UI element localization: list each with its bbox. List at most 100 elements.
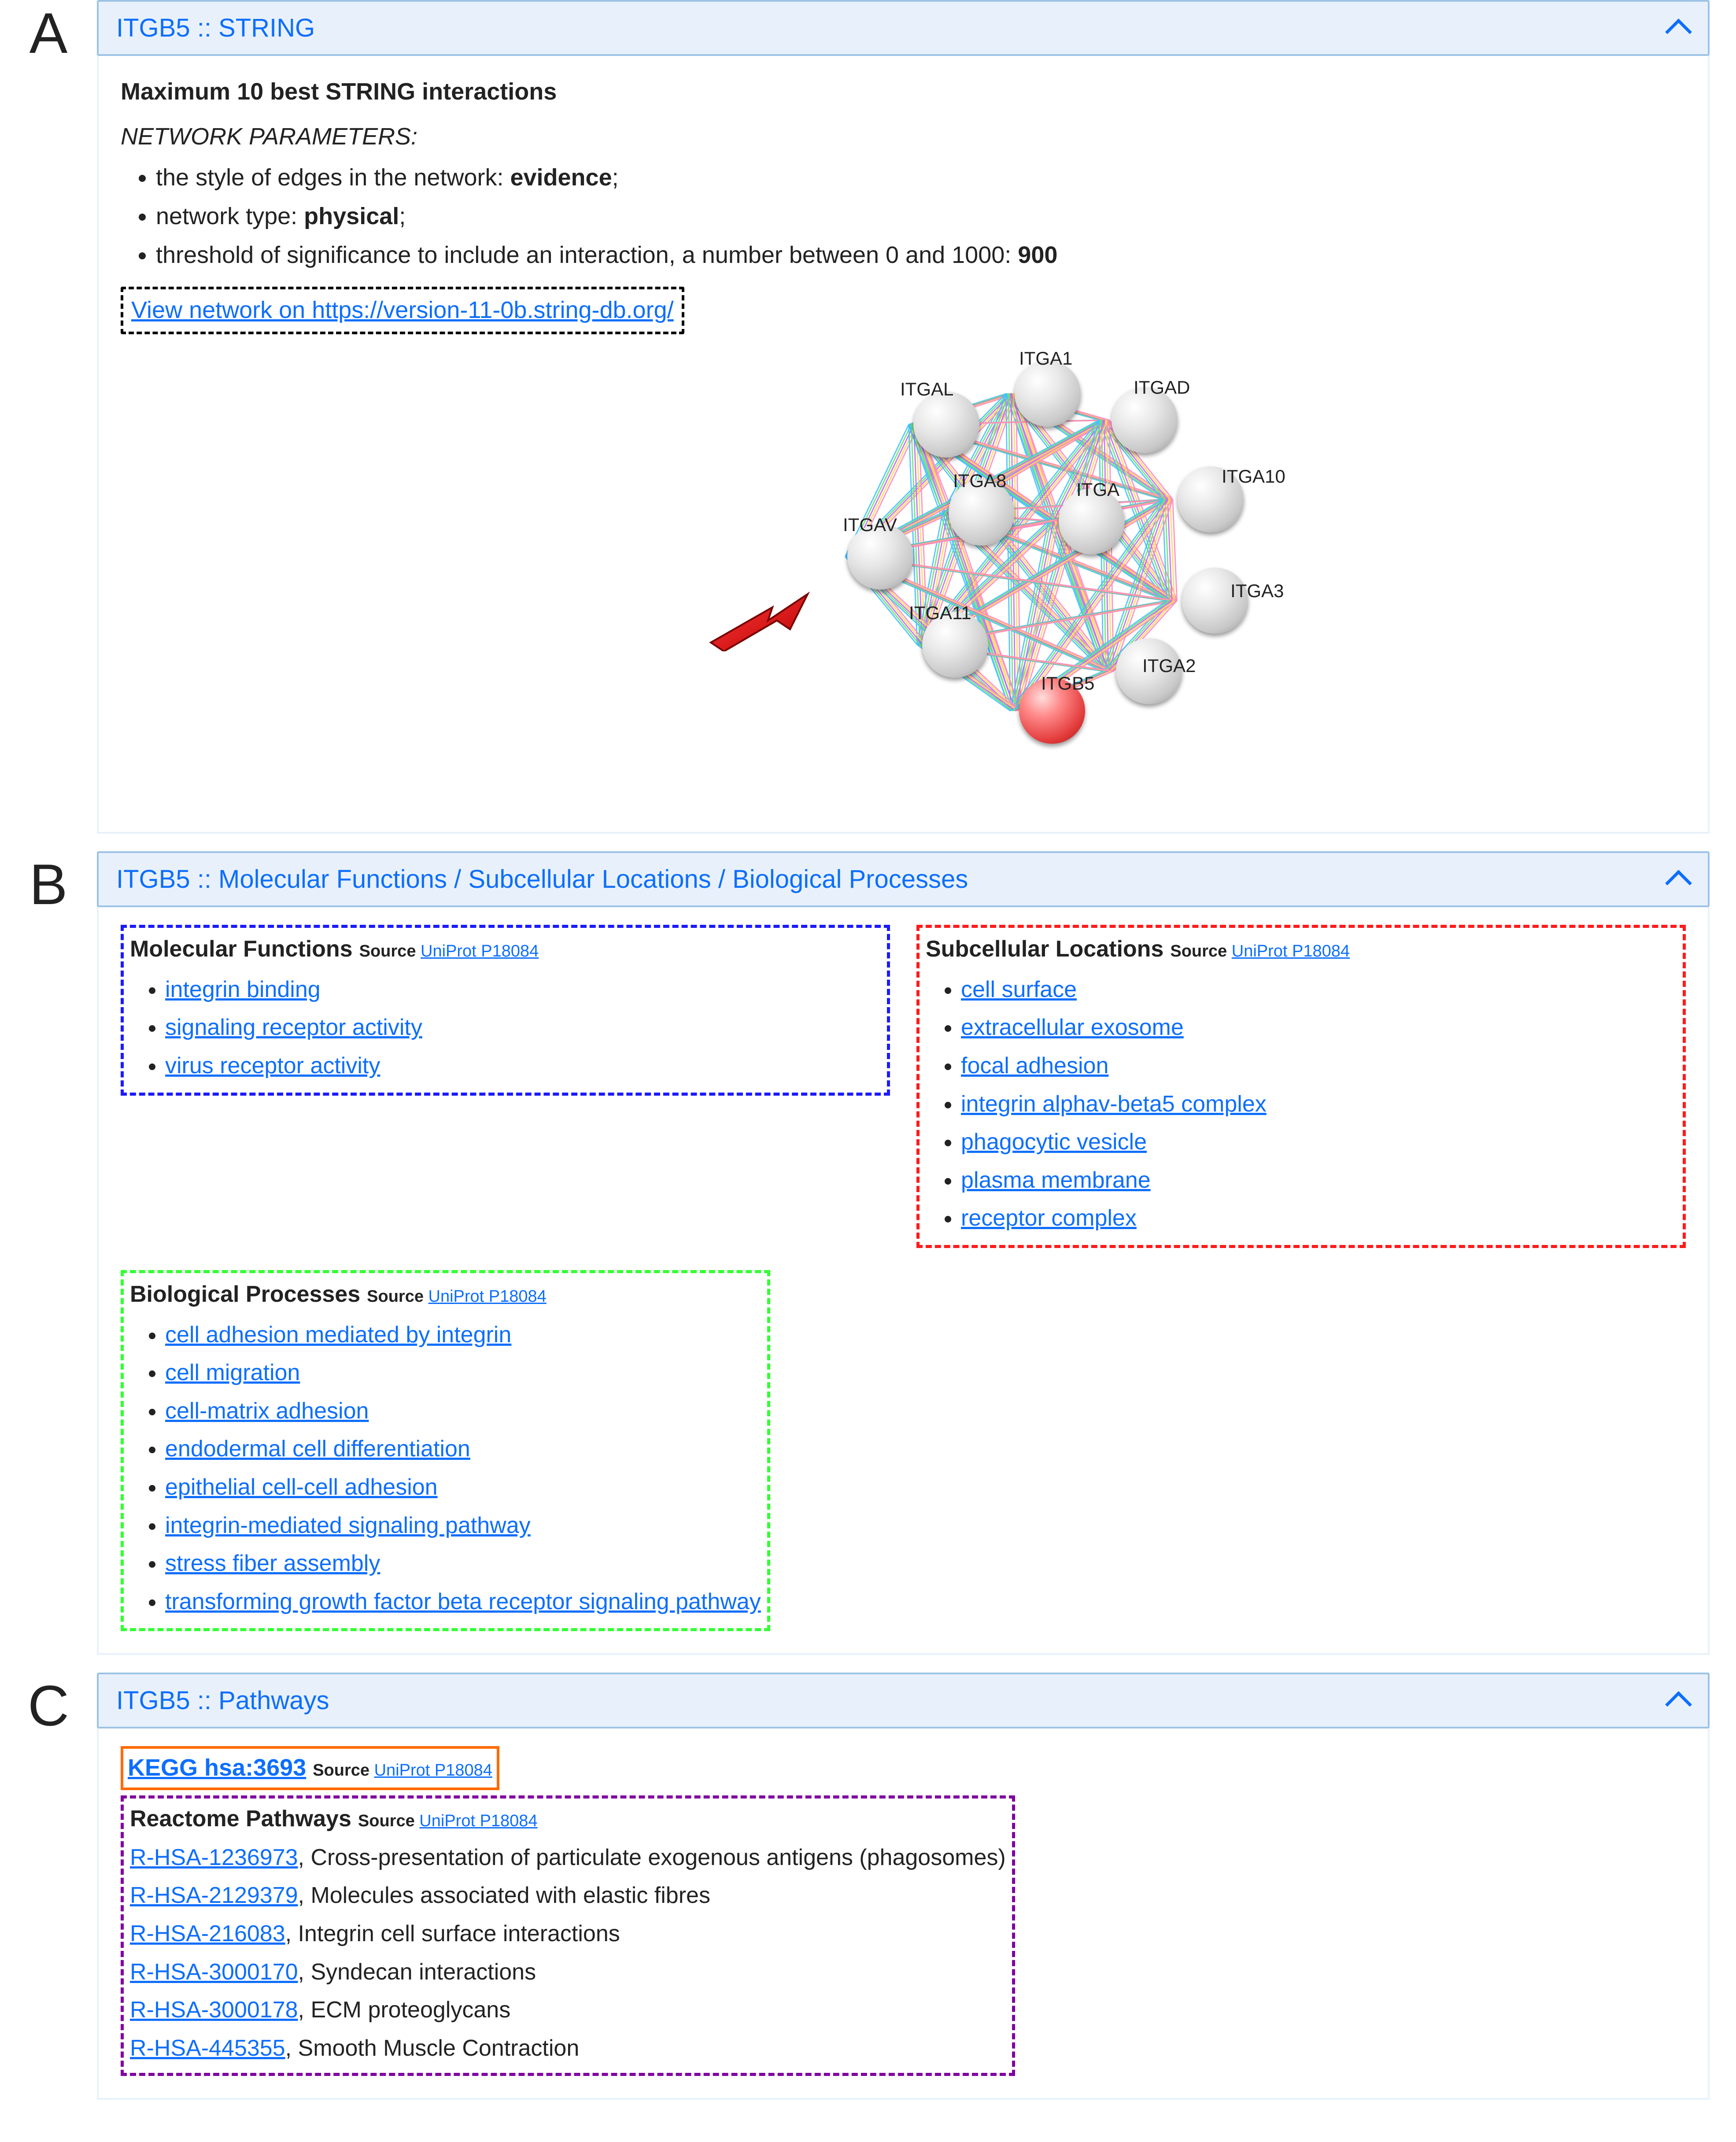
list-item: epithelial cell-cell adhesion bbox=[165, 1470, 761, 1505]
uniprot-link[interactable]: UniProt P18084 bbox=[1232, 942, 1350, 960]
reactome-id-link[interactable]: R-HSA-1236973 bbox=[130, 1845, 298, 1870]
network-node-label: ITGAD bbox=[1134, 373, 1190, 402]
list-item: integrin-mediated signaling pathway bbox=[165, 1508, 761, 1544]
network-node-label: ITGA8 bbox=[953, 466, 1006, 495]
panel-c-body: KEGG hsa:3693 Source UniProt P18084 Reac… bbox=[97, 1728, 1710, 2100]
reactome-id-link[interactable]: R-HSA-2129379 bbox=[130, 1883, 298, 1908]
kegg-link[interactable]: KEGG hsa:3693 bbox=[128, 1754, 306, 1781]
list-item: plasma membrane bbox=[961, 1163, 1677, 1198]
reactome-pathway-item: R-HSA-1236973, Cross-presentation of par… bbox=[130, 1840, 1006, 1876]
list-item: stress fiber assembly bbox=[165, 1546, 761, 1581]
network-param-item: the style of edges in the network: evide… bbox=[156, 159, 1686, 196]
term-link[interactable]: focal adhesion bbox=[961, 1053, 1108, 1078]
bp-heading: Biological Processes bbox=[130, 1282, 360, 1307]
chevron-up-icon[interactable] bbox=[1666, 1689, 1690, 1713]
reactome-id-link[interactable]: R-HSA-445355 bbox=[130, 2035, 285, 2061]
panel-a-body: Maximum 10 best STRING interactions NETW… bbox=[97, 56, 1710, 834]
network-param-item: network type: physical; bbox=[156, 198, 1686, 235]
reactome-id-link[interactable]: R-HSA-3000178 bbox=[130, 1997, 298, 2023]
term-link[interactable]: integrin alphav-beta5 complex bbox=[961, 1091, 1267, 1117]
view-network-link[interactable]: View network on https://version-11-0b.st… bbox=[131, 297, 674, 323]
network-node-label: ITGAV bbox=[843, 510, 897, 539]
subcellular-locations-box: Subcellular Locations Source UniProt P18… bbox=[916, 925, 1686, 1248]
figure-label-a: A bbox=[0, 0, 97, 62]
reactome-pathway-item: R-HSA-3000170, Syndecan interactions bbox=[130, 1954, 1006, 1990]
network-node-label: ITGB5 bbox=[1041, 669, 1094, 698]
reactome-box: Reactome Pathways Source UniProt P18084 … bbox=[121, 1795, 1015, 2076]
term-link[interactable]: virus receptor activity bbox=[165, 1053, 380, 1078]
term-link[interactable]: phagocytic vesicle bbox=[961, 1129, 1147, 1155]
reactome-id-link[interactable]: R-HSA-216083 bbox=[130, 1921, 285, 1946]
uniprot-link[interactable]: UniProt P18084 bbox=[419, 1812, 537, 1830]
list-item: integrin alphav-beta5 complex bbox=[961, 1086, 1677, 1122]
panel-a-title: ITGB5 :: STRING bbox=[116, 13, 315, 43]
panel-a-header[interactable]: ITGB5 :: STRING bbox=[97, 0, 1710, 56]
list-item: cell migration bbox=[165, 1355, 761, 1391]
reactome-pathway-item: R-HSA-3000178, ECM proteoglycans bbox=[130, 1992, 1006, 2028]
kegg-box: KEGG hsa:3693 Source UniProt P18084 bbox=[121, 1746, 499, 1790]
arrow-icon bbox=[706, 590, 812, 651]
reactome-pathway-item: R-HSA-216083, Integrin cell surface inte… bbox=[130, 1916, 1006, 1952]
source-label: Source bbox=[367, 1287, 424, 1306]
term-link[interactable]: receptor complex bbox=[961, 1205, 1137, 1231]
network-node-label: ITGA3 bbox=[1230, 576, 1284, 605]
source-label: Source bbox=[358, 1812, 415, 1830]
panel-c-title: ITGB5 :: Pathways bbox=[116, 1686, 329, 1715]
term-link[interactable]: stress fiber assembly bbox=[165, 1551, 380, 1576]
term-link[interactable]: cell-matrix adhesion bbox=[165, 1398, 369, 1424]
term-link[interactable]: cell migration bbox=[165, 1360, 300, 1385]
term-link[interactable]: endodermal cell differentiation bbox=[165, 1436, 470, 1462]
reactome-id-link[interactable]: R-HSA-3000170 bbox=[130, 1959, 298, 1985]
network-params-list: the style of edges in the network: evide… bbox=[121, 159, 1686, 273]
network-param-item: threshold of significance to include an … bbox=[156, 237, 1686, 274]
figure-label-c: C bbox=[0, 1673, 97, 1734]
figure-label-b: B bbox=[0, 851, 97, 913]
list-item: phagocytic vesicle bbox=[961, 1124, 1677, 1160]
uniprot-link[interactable]: UniProt P18084 bbox=[374, 1761, 492, 1780]
list-item: cell adhesion mediated by integrin bbox=[165, 1317, 761, 1353]
term-link[interactable]: integrin-mediated signaling pathway bbox=[165, 1513, 531, 1538]
term-link[interactable]: plasma membrane bbox=[961, 1167, 1151, 1193]
term-link[interactable]: signaling receptor activity bbox=[165, 1015, 422, 1040]
uniprot-link[interactable]: UniProt P18084 bbox=[428, 1287, 547, 1306]
uniprot-link[interactable]: UniProt P18084 bbox=[421, 942, 539, 960]
source-label: Source bbox=[359, 942, 416, 960]
term-link[interactable]: integrin binding bbox=[165, 977, 321, 1002]
term-link[interactable]: cell adhesion mediated by integrin bbox=[165, 1322, 511, 1348]
list-item: cell surface bbox=[961, 972, 1677, 1008]
network-node-label: ITGA2 bbox=[1142, 651, 1196, 680]
string-heading: Maximum 10 best STRING interactions bbox=[121, 74, 1686, 111]
string-network-diagram: ITGA1ITGALITGADITGA8ITGAITGA10ITGAVITGA3… bbox=[121, 352, 1686, 810]
list-item: receptor complex bbox=[961, 1200, 1677, 1236]
list-item: transforming growth factor beta receptor… bbox=[165, 1584, 761, 1620]
reactome-pathway-item: R-HSA-2129379, Molecules associated with… bbox=[130, 1878, 1006, 1913]
biological-processes-box: Biological Processes Source UniProt P180… bbox=[121, 1270, 770, 1631]
panel-c-header[interactable]: ITGB5 :: Pathways bbox=[97, 1673, 1710, 1728]
list-item: signaling receptor activity bbox=[165, 1010, 881, 1045]
source-label: Source bbox=[313, 1761, 369, 1780]
list-item: focal adhesion bbox=[961, 1048, 1677, 1084]
list-item: virus receptor activity bbox=[165, 1048, 881, 1084]
sl-heading: Subcellular Locations bbox=[926, 936, 1163, 962]
list-item: endodermal cell differentiation bbox=[165, 1431, 761, 1467]
list-item: cell-matrix adhesion bbox=[165, 1393, 761, 1429]
list-item: integrin binding bbox=[165, 972, 881, 1008]
network-node-label: ITGA bbox=[1076, 475, 1119, 504]
network-node-label: ITGA11 bbox=[909, 598, 971, 627]
panel-b-header[interactable]: ITGB5 :: Molecular Functions / Subcellul… bbox=[97, 851, 1710, 907]
network-params-label: NETWORK PARAMETERS: bbox=[121, 118, 1686, 155]
mf-heading: Molecular Functions bbox=[130, 936, 353, 962]
view-network-box: View network on https://version-11-0b.st… bbox=[121, 287, 684, 334]
term-link[interactable]: epithelial cell-cell adhesion bbox=[165, 1474, 438, 1500]
term-link[interactable]: cell surface bbox=[961, 977, 1077, 1002]
source-label: Source bbox=[1170, 942, 1227, 960]
network-node-label: ITGA1 bbox=[1019, 344, 1072, 373]
term-link[interactable]: extracellular exosome bbox=[961, 1015, 1184, 1040]
reactome-heading: Reactome Pathways bbox=[130, 1806, 351, 1832]
chevron-up-icon[interactable] bbox=[1666, 16, 1690, 40]
molecular-functions-box: Molecular Functions Source UniProt P1808… bbox=[121, 925, 890, 1095]
list-item: extracellular exosome bbox=[961, 1010, 1677, 1045]
term-link[interactable]: transforming growth factor beta receptor… bbox=[165, 1589, 761, 1614]
chevron-up-icon[interactable] bbox=[1666, 868, 1690, 891]
panel-b-body: Molecular Functions Source UniProt P1808… bbox=[97, 907, 1710, 1655]
